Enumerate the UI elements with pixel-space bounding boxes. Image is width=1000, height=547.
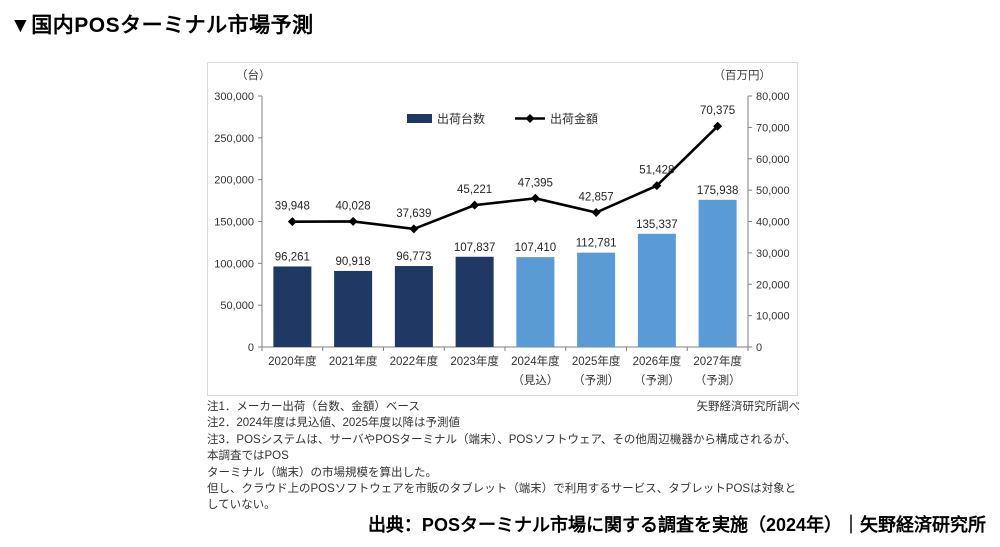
bar-2024年度: [516, 257, 555, 347]
svg-text:112,781: 112,781: [576, 238, 617, 250]
svg-text:20,000: 20,000: [756, 279, 790, 291]
svg-text:107,837: 107,837: [454, 242, 496, 254]
line-series: 39,948 40,028 37,639 45,221 47,395 42,857 51,4…: [275, 105, 735, 234]
bar-2021年度: [334, 270, 373, 347]
line-marker-2022年度: [409, 224, 419, 234]
svg-text:200,000: 200,000: [214, 175, 254, 187]
svg-text:50,000: 50,000: [756, 185, 790, 197]
svg-text:40,028: 40,028: [336, 200, 371, 212]
svg-text:2024年度: 2024年度: [511, 354, 560, 368]
legend-item-units: 出荷台数: [406, 110, 485, 127]
chart-legend: 出荷台数 出荷金額: [208, 110, 797, 127]
bar-2026年度: [637, 233, 676, 347]
line-series-label: 出荷金額: [550, 112, 599, 126]
svg-text:2021年度: 2021年度: [329, 354, 378, 368]
svg-text:100,000: 100,000: [214, 258, 254, 270]
chart-notes: 注1．メーカー出荷（台数、金額）ベース 矢野経済研究所調べ 注2．2024年度は…: [207, 399, 800, 514]
survey-credit: 矢野経済研究所調べ: [696, 401, 801, 413]
svg-text:42,857: 42,857: [579, 192, 614, 204]
svg-text:2023年度: 2023年度: [450, 354, 499, 368]
svg-text:96,261: 96,261: [275, 251, 310, 263]
bar-series-label: 出荷台数: [436, 112, 485, 126]
note-line-5: 但し、クラウド上のPOSソフトウェアを市販のタブレット（端末）で利用するサービス…: [207, 483, 797, 512]
svg-text:（予測）: （予測）: [573, 373, 619, 387]
svg-text:45,221: 45,221: [457, 184, 492, 196]
axes: 0 50,000 100,000 150,000 200,000 250,000 300,0…: [214, 91, 789, 354]
svg-text:0: 0: [756, 342, 762, 354]
line-marker-2025年度: [591, 208, 601, 218]
note-line-3: 注3．POSシステムは、サーバやPOSターミナル（端末）、POSソフトウェア、そ…: [207, 433, 797, 463]
svg-text:2020年度: 2020年度: [268, 354, 317, 368]
svg-text:90,918: 90,918: [336, 256, 371, 268]
line-marker-2024年度: [530, 193, 540, 203]
svg-text:（予測）: （予測）: [634, 373, 680, 387]
line-marker-2027年度: [713, 121, 723, 131]
svg-text:37,639: 37,639: [396, 208, 431, 220]
note-line-4: ターミナル（端末）の市場規模を算出した。: [207, 466, 437, 479]
svg-text:175,938: 175,938: [697, 185, 739, 197]
line-marker-2021年度: [348, 216, 358, 226]
svg-text:300,000: 300,000: [214, 91, 254, 103]
svg-text:70,375: 70,375: [700, 105, 735, 117]
svg-text:250,000: 250,000: [214, 133, 254, 145]
svg-text:50,000: 50,000: [220, 300, 254, 312]
bar-2027年度: [698, 199, 737, 347]
svg-text:47,395: 47,395: [518, 177, 553, 189]
note-line-2: 注2．2024年度は見込値、2025年度以降は予測値: [207, 417, 461, 430]
svg-text:2025年度: 2025年度: [572, 354, 621, 368]
note-row: 注1．メーカー出荷（台数、金額）ベース 矢野経済研究所調べ: [207, 399, 800, 415]
svg-text:39,948: 39,948: [275, 201, 310, 213]
svg-text:40,000: 40,000: [756, 217, 790, 229]
svg-text:2022年度: 2022年度: [390, 354, 439, 368]
bar-series-swatch-icon: [406, 114, 432, 123]
svg-text:70,000: 70,000: [756, 122, 790, 134]
bar-2025年度: [577, 252, 616, 347]
svg-text:51,428: 51,428: [639, 165, 674, 177]
bar-2023年度: [455, 256, 494, 347]
legend-item-value: 出荷金額: [515, 110, 598, 127]
svg-text:150,000: 150,000: [214, 217, 254, 229]
bar-2022年度: [394, 266, 433, 347]
line-marker-2026年度: [652, 181, 662, 191]
svg-text:10,000: 10,000: [756, 311, 790, 323]
bars-series: 96,261 90,918 96,773 107,837 107,410 112,781 1…: [273, 185, 738, 347]
page-title: ▼国内POSターミナル市場予測: [10, 14, 314, 37]
svg-text:（見込）: （見込）: [512, 374, 558, 387]
line-marker-2023年度: [470, 200, 480, 210]
svg-text:60,000: 60,000: [756, 154, 790, 166]
svg-text:2026年度: 2026年度: [633, 354, 682, 368]
svg-text:（予測）: （予測）: [695, 373, 741, 387]
svg-text:80,000: 80,000: [756, 91, 790, 103]
svg-text:107,410: 107,410: [515, 242, 557, 254]
left-axis-unit-label: （台）: [236, 70, 271, 82]
bar-2020年度: [273, 266, 312, 347]
chart-panel: 0 50,000 100,000 150,000 200,000 250,000 300,0…: [207, 62, 798, 396]
source-caption: 出典：POSターミナル市場に関する調査を実施（2024年）｜矢野経済研究所: [367, 515, 986, 535]
chart-plot: 0 50,000 100,000 150,000 200,000 250,000 300,0…: [214, 91, 789, 387]
svg-text:2027年度: 2027年度: [693, 354, 742, 368]
svg-text:96,773: 96,773: [396, 251, 431, 263]
svg-text:135,337: 135,337: [636, 219, 678, 231]
svg-text:0: 0: [248, 342, 254, 354]
line-series-marker-icon: [515, 113, 545, 124]
right-axis-unit-label: （百万円）: [713, 70, 772, 82]
note-line-1: 注1．メーカー出荷（台数、金額）ベース: [207, 401, 420, 413]
svg-text:30,000: 30,000: [756, 248, 790, 260]
line-marker-2020年度: [287, 217, 297, 227]
category-labels: 2020年度 2021年度 2022年度 2023年度 2024年度 （見込） 2025年度…: [268, 354, 742, 387]
